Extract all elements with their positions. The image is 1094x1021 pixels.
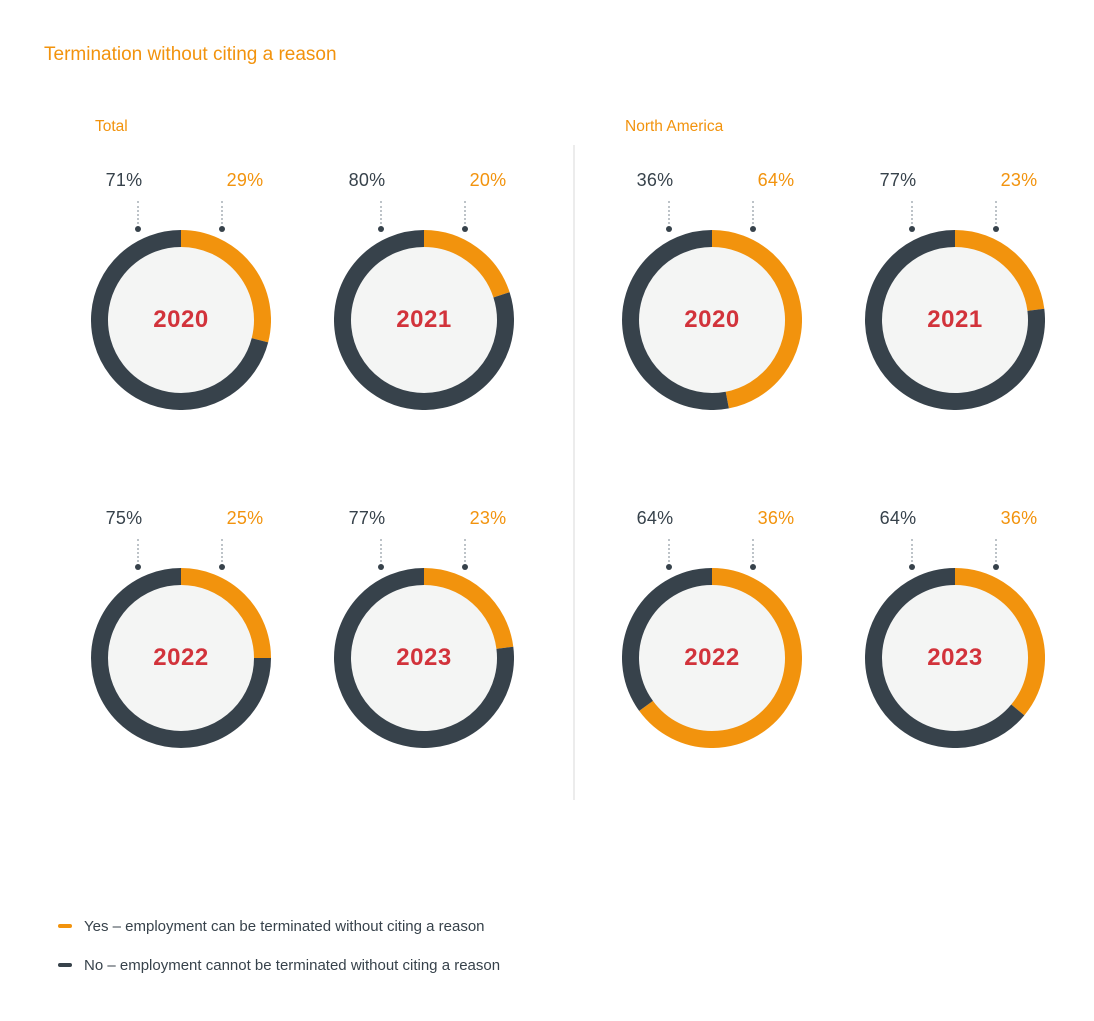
year-label: 2020 — [153, 306, 209, 333]
donut-inner-fill — [638, 246, 786, 394]
leader-line-yes — [219, 201, 225, 232]
yes-percent-label: 23% — [1000, 170, 1038, 190]
no-percent-label: 75% — [105, 508, 143, 528]
donut-total-2020: 71% 29% 2020 — [71, 168, 291, 420]
yes-arc — [423, 230, 510, 298]
yes-arc — [180, 568, 271, 659]
chart-title: Termination without citing a reason — [44, 44, 337, 65]
leader-line-yes — [750, 539, 756, 570]
donut-north-america-2023: 64% 36% 2023 — [845, 506, 1065, 758]
no-arc — [865, 568, 1025, 748]
legend-label-no: No – employment cannot be terminated wit… — [84, 956, 501, 974]
no-percent-label: 64% — [879, 508, 917, 528]
donut-inner-fill — [107, 584, 255, 732]
legend-swatch-yes — [58, 924, 72, 928]
no-percent-label: 36% — [636, 170, 674, 190]
donut-north-america-2022: 64% 36% 2022 — [602, 506, 822, 758]
legend-item-yes: Yes – employment can be terminated witho… — [58, 914, 500, 938]
donut-ring — [334, 568, 514, 748]
leader-line-no — [378, 201, 384, 232]
yes-arc — [711, 230, 802, 409]
no-percent-label: 77% — [879, 170, 917, 190]
no-arc — [334, 568, 514, 748]
yes-arc — [423, 568, 514, 650]
donut-ring — [91, 230, 271, 410]
year-label: 2022 — [684, 644, 740, 671]
donut-ring — [622, 568, 802, 748]
no-arc — [622, 568, 713, 711]
leader-line-no — [666, 539, 672, 570]
yes-percent-label: 25% — [226, 508, 264, 528]
section-divider — [573, 145, 575, 800]
year-label: 2023 — [396, 644, 452, 671]
donut-ring — [91, 568, 271, 748]
yes-percent-label: 36% — [757, 508, 795, 528]
year-label: 2023 — [927, 644, 983, 671]
yes-percent-label: 20% — [469, 170, 507, 190]
legend-swatch-no — [58, 963, 72, 967]
no-arc — [91, 230, 269, 410]
no-percent-label: 80% — [348, 170, 386, 190]
legend-label-yes: Yes – employment can be terminated witho… — [84, 917, 485, 935]
no-percent-label: 64% — [636, 508, 674, 528]
leader-line-no — [135, 539, 141, 570]
no-arc — [91, 568, 271, 748]
year-label: 2022 — [153, 644, 209, 671]
yes-percent-label: 64% — [757, 170, 795, 190]
leader-line-no — [135, 201, 141, 232]
yes-arc — [180, 230, 271, 343]
yes-percent-label: 23% — [469, 508, 507, 528]
leader-line-yes — [462, 201, 468, 232]
no-arc — [334, 230, 514, 410]
leader-line-yes — [750, 201, 756, 232]
donut-total-2022: 75% 25% 2022 — [71, 506, 291, 758]
no-arc — [865, 230, 1045, 410]
donut-inner-fill — [107, 246, 255, 394]
donut-total-2021: 80% 20% 2021 — [314, 168, 534, 420]
donut-north-america-2020: 36% 64% 2020 — [602, 168, 822, 420]
donut-ring — [865, 568, 1045, 748]
donut-ring — [334, 230, 514, 410]
year-label: 2021 — [927, 306, 983, 333]
leader-line-no — [666, 201, 672, 232]
year-label: 2020 — [684, 306, 740, 333]
year-label: 2021 — [396, 306, 452, 333]
donut-ring — [865, 230, 1045, 410]
yes-percent-label: 36% — [1000, 508, 1038, 528]
yes-arc — [954, 230, 1045, 312]
legend: Yes – employment can be terminated witho… — [58, 914, 500, 992]
donut-north-america-2021: 77% 23% 2021 — [845, 168, 1065, 420]
leader-line-yes — [993, 539, 999, 570]
yes-arc — [639, 568, 802, 748]
yes-percent-label: 29% — [226, 170, 264, 190]
no-arc — [622, 230, 729, 410]
legend-item-no: No – employment cannot be terminated wit… — [58, 953, 500, 977]
no-percent-label: 77% — [348, 508, 386, 528]
leader-line-no — [378, 539, 384, 570]
donut-inner-fill — [881, 246, 1029, 394]
donut-inner-fill — [350, 246, 498, 394]
leader-line-no — [909, 201, 915, 232]
donut-inner-fill — [638, 584, 786, 732]
leader-line-yes — [219, 539, 225, 570]
section-title-north-america: North America — [625, 118, 724, 135]
leader-line-yes — [993, 201, 999, 232]
donut-inner-fill — [881, 584, 1029, 732]
donut-inner-fill — [350, 584, 498, 732]
yes-arc — [954, 568, 1045, 716]
leader-line-no — [909, 539, 915, 570]
donut-total-2023: 77% 23% 2023 — [314, 506, 534, 758]
section-title-total: Total — [95, 118, 128, 135]
leader-line-yes — [462, 539, 468, 570]
no-percent-label: 71% — [105, 170, 143, 190]
donut-ring — [622, 230, 802, 410]
